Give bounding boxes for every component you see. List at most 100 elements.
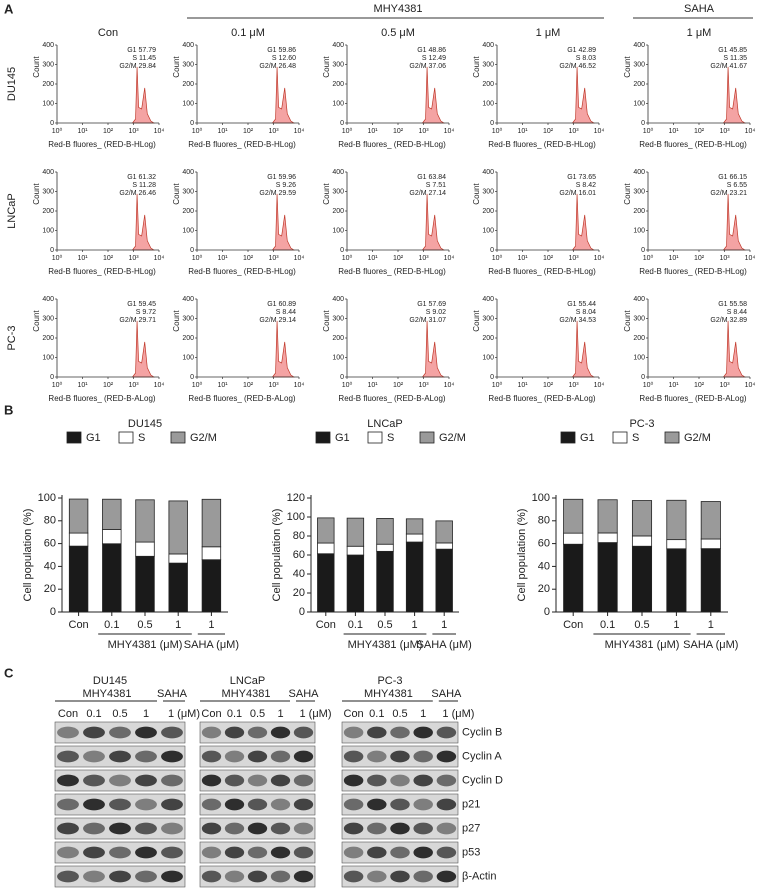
protein-label: β-Actin xyxy=(462,870,496,882)
x-tick-label: 10⁰ xyxy=(342,381,353,389)
cycle-stat: G2/M 32.89 xyxy=(710,317,747,324)
blot-band xyxy=(109,798,131,811)
cycle-stat: S 8.04 xyxy=(576,309,596,316)
bar-segment xyxy=(317,542,335,555)
cycle-stat: G1 66.15 xyxy=(718,174,747,181)
cycle-stat: G2/M 31.07 xyxy=(409,317,446,324)
blot-band xyxy=(413,870,433,883)
bar-segment xyxy=(435,548,453,613)
x-tick-label: 10⁴ xyxy=(594,255,605,262)
bar-segment xyxy=(563,498,584,534)
y-tick-label: 0 xyxy=(50,247,54,254)
blot-band xyxy=(247,750,268,763)
cycle-stat: S 11.28 xyxy=(132,182,156,189)
y-tick-label: 100 xyxy=(332,100,344,107)
x-tick-label: 10⁰ xyxy=(643,381,654,389)
legend-swatch xyxy=(560,431,576,444)
cell-line-label: DU145 xyxy=(93,675,127,687)
cycle-stat: S 9.72 xyxy=(136,309,156,316)
y-tick-label: 100 xyxy=(482,354,494,361)
x-axis-label: Red-B fluores_ (RED-B-HLog) xyxy=(488,140,596,149)
x-axis-label: Red-B fluores_ (RED-B-HLog) xyxy=(338,267,446,276)
x-tick-label: Con xyxy=(69,619,89,631)
histogram xyxy=(131,193,156,251)
cycle-stat: S 8.44 xyxy=(727,309,747,316)
blot-band xyxy=(270,822,291,835)
blot-band xyxy=(161,870,183,883)
y-tick-label: 300 xyxy=(332,188,344,195)
blot-band xyxy=(201,774,222,787)
blot-band xyxy=(201,822,222,835)
bar-segment xyxy=(563,532,584,545)
column-label: 0.1 μM xyxy=(231,27,265,39)
blot-band xyxy=(224,726,245,739)
y-tick-label: 200 xyxy=(182,208,194,215)
y-tick-label: 100 xyxy=(332,227,344,234)
blot-band xyxy=(161,846,183,859)
blot-band xyxy=(390,870,410,883)
lane-label: 0.1 xyxy=(369,708,384,720)
lane-label: 1 xyxy=(143,708,149,720)
x-tick-label: 10³ xyxy=(568,255,579,262)
y-axis-label: Count xyxy=(172,56,181,78)
y-tick-label: 20 xyxy=(538,583,550,595)
x-tick-label: 10⁴ xyxy=(444,255,455,262)
blot-band xyxy=(293,822,314,835)
y-tick-label: 100 xyxy=(633,354,645,361)
blot-band xyxy=(224,774,245,787)
blot-strip xyxy=(199,769,316,792)
blot-band xyxy=(201,726,222,739)
blot-band xyxy=(247,822,268,835)
blot-band xyxy=(83,870,105,883)
group-label: SAHA (μM) xyxy=(417,639,472,651)
cycle-stat: S 6.55 xyxy=(727,182,747,189)
bar-segment xyxy=(666,539,687,550)
group-label: MHY4381 xyxy=(83,688,132,700)
lane-label: 1 (μM) xyxy=(300,708,332,720)
row-label: LNCaP xyxy=(6,193,18,228)
bar-segment xyxy=(102,543,122,613)
y-tick-label: 0 xyxy=(190,120,194,127)
cycle-stat: S 11.45 xyxy=(132,55,156,62)
bar-segment xyxy=(700,538,721,550)
cycle-stat: G2/M 29.59 xyxy=(259,190,296,197)
y-tick-label: 100 xyxy=(182,227,194,234)
y-tick-label: 20 xyxy=(293,587,305,599)
cell-line-label: PC-3 xyxy=(377,675,402,687)
x-tick-label: 1 xyxy=(175,619,181,631)
cycle-stat: S 8.42 xyxy=(576,182,596,189)
x-tick-label: 10¹ xyxy=(217,255,228,262)
protein-label: Cyclin A xyxy=(462,750,502,762)
legend-label: G1 xyxy=(580,432,595,444)
y-tick-label: 200 xyxy=(42,208,54,215)
y-tick-label: 300 xyxy=(633,188,645,195)
row-label: DU145 xyxy=(6,67,18,101)
blot-band xyxy=(83,774,105,787)
x-tick-label: 10¹ xyxy=(367,255,378,262)
blot-band xyxy=(343,822,364,835)
chart-title: DU145 xyxy=(128,418,162,430)
bar-segment xyxy=(68,545,89,613)
x-tick-label: 0.1 xyxy=(104,619,119,631)
y-axis-label: Cell population (%) xyxy=(271,509,283,602)
y-tick-label: 400 xyxy=(42,296,54,303)
blot-band xyxy=(343,726,364,739)
cycle-stat: G2/M 29.84 xyxy=(119,63,156,70)
y-tick-label: 200 xyxy=(42,335,54,342)
bar-segment xyxy=(435,520,453,544)
y-tick-label: 400 xyxy=(482,42,494,49)
bar-segment xyxy=(346,517,365,547)
y-tick-label: 400 xyxy=(182,296,194,303)
x-axis-label: Red-B fluores_ (RED-B-ALog) xyxy=(639,394,746,403)
blot-band xyxy=(135,726,157,739)
blot-band xyxy=(367,822,387,835)
lane-label: 0.5 xyxy=(392,708,407,720)
bar-segment xyxy=(631,545,653,613)
blot-band xyxy=(343,750,364,763)
x-tick-label: 10¹ xyxy=(367,382,378,389)
y-tick-label: 40 xyxy=(44,560,56,572)
y-tick-label: 0 xyxy=(50,606,56,618)
blot-band xyxy=(413,726,433,739)
y-tick-label: 200 xyxy=(633,81,645,88)
x-tick-label: 10⁴ xyxy=(294,128,305,135)
